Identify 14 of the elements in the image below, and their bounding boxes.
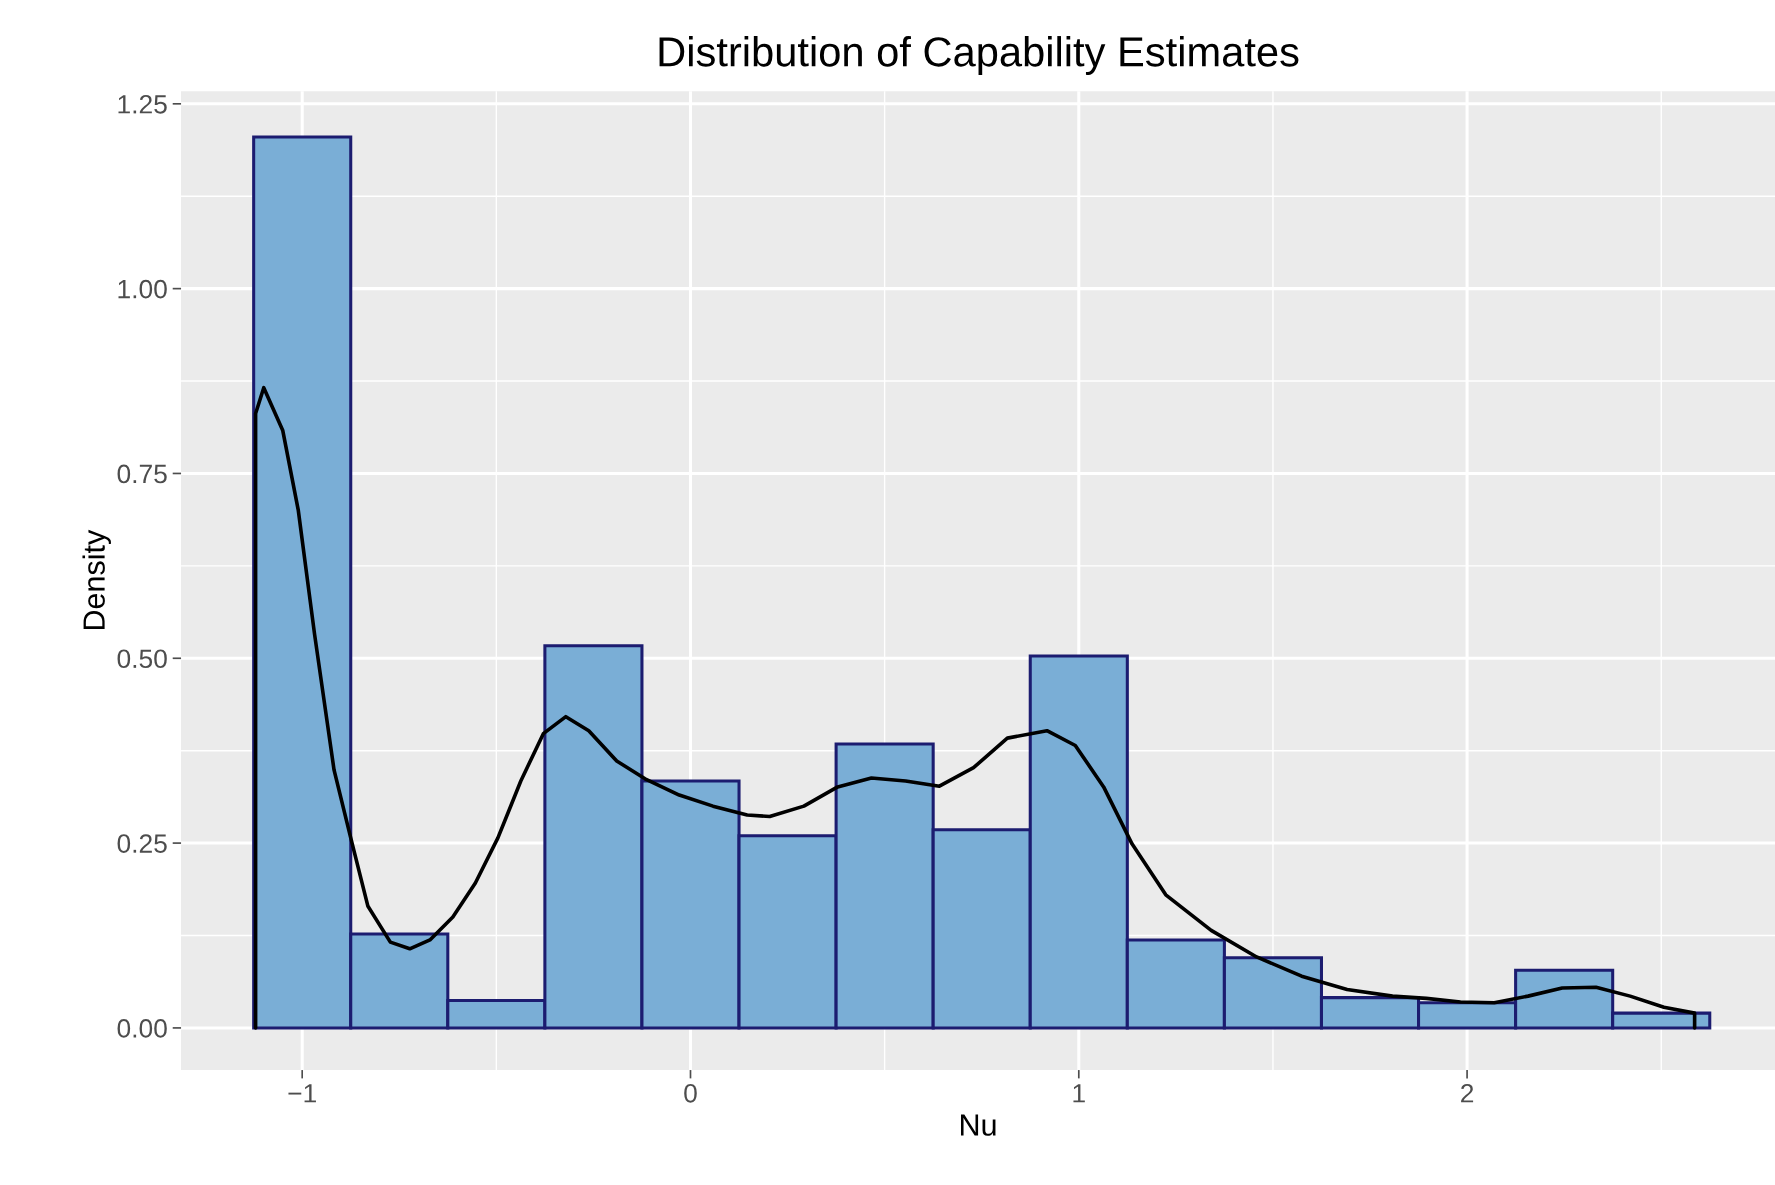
x-tick-label: 1 — [1073, 1084, 1085, 1103]
y-tick-label: 0.50 — [117, 649, 167, 669]
x-axis-title: Nu — [961, 1114, 996, 1136]
y-tick-label: 1.00 — [118, 279, 167, 299]
x-tick-label: −1 — [288, 1084, 316, 1103]
y-axis-title: Density — [82, 529, 111, 630]
x-tick-label: 0 — [684, 1083, 697, 1103]
y-tick-label: 0.75 — [117, 464, 167, 484]
y-tick-label: 1.25 — [118, 94, 167, 114]
x-tick-label: 2 — [1461, 1083, 1474, 1103]
y-tick-label: 0.00 — [117, 1019, 167, 1038]
chart-title: Distribution of Capability Estimates — [659, 36, 1299, 75]
line-series — [253, 385, 1697, 1030]
y-tick-label: 0.25 — [117, 834, 167, 853]
